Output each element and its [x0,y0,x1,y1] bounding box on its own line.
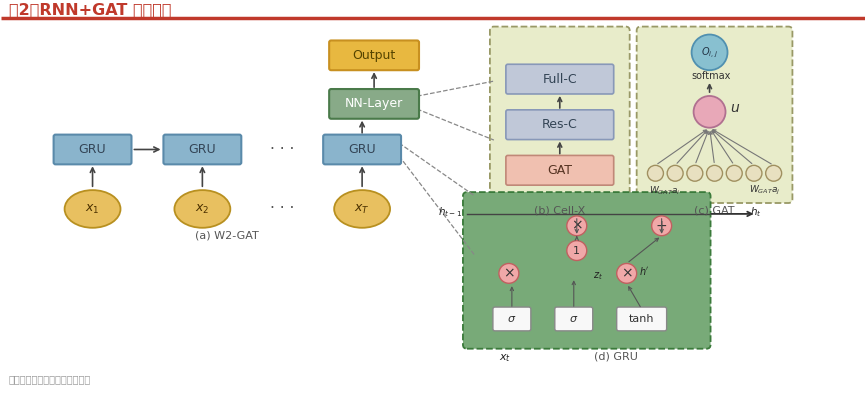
Text: $\sigma$: $\sigma$ [507,314,516,324]
Circle shape [617,263,637,283]
Text: NN-Layer: NN-Layer [345,97,404,110]
Circle shape [692,35,727,70]
Circle shape [648,165,663,181]
Text: (d) GRU: (d) GRU [593,352,637,362]
Text: 1: 1 [573,246,580,255]
FancyBboxPatch shape [323,135,401,164]
FancyBboxPatch shape [490,27,630,203]
Text: $W_{GAT}a_j$: $W_{GAT}a_j$ [749,184,780,197]
FancyBboxPatch shape [506,64,614,94]
Text: $\sigma$: $\sigma$ [569,314,578,324]
Text: $u$: $u$ [729,101,740,115]
Text: tanh: tanh [629,314,655,324]
Text: · · ·: · · · [270,202,294,217]
Text: (c) GAT: (c) GAT [695,206,734,216]
Text: Res-C: Res-C [542,118,578,131]
Text: softmax: softmax [692,71,731,81]
Circle shape [566,241,587,261]
FancyBboxPatch shape [555,307,592,331]
FancyBboxPatch shape [506,110,614,140]
Ellipse shape [334,190,390,228]
Circle shape [727,165,742,181]
Circle shape [651,216,672,236]
Text: Full-C: Full-C [542,73,577,86]
Circle shape [667,165,683,181]
Text: 数据来源：东方证券研究所绘制: 数据来源：东方证券研究所绘制 [9,375,91,384]
Text: $h'$: $h'$ [638,265,650,277]
Text: ×: × [621,266,632,280]
Text: Output: Output [352,49,396,62]
FancyBboxPatch shape [329,40,419,70]
FancyBboxPatch shape [493,307,531,331]
Circle shape [766,165,782,181]
Text: $x_T$: $x_T$ [354,202,370,215]
Text: GRU: GRU [348,143,376,156]
Text: ×: × [571,219,583,233]
FancyBboxPatch shape [617,307,667,331]
Circle shape [746,165,762,181]
Circle shape [499,263,519,283]
Circle shape [687,165,703,181]
Text: $W_{GAT}a_i$: $W_{GAT}a_i$ [649,184,681,196]
Text: $h_{t-1}$: $h_{t-1}$ [437,205,462,219]
Text: · · ·: · · · [270,142,294,157]
Circle shape [707,165,722,181]
FancyBboxPatch shape [506,156,614,185]
Circle shape [694,96,726,128]
Text: +: + [656,219,668,233]
Text: $x_2$: $x_2$ [195,202,210,215]
Text: $z_t$: $z_t$ [592,270,603,282]
Text: GRU: GRU [79,143,107,156]
FancyBboxPatch shape [164,135,242,164]
Text: $O_{i,j}$: $O_{i,j}$ [701,45,718,60]
FancyBboxPatch shape [54,135,132,164]
Text: $x_t$: $x_t$ [499,353,511,364]
FancyBboxPatch shape [637,27,792,203]
Text: GAT: GAT [547,164,572,177]
Text: (b) Cell-X: (b) Cell-X [534,206,585,216]
Text: $h_t$: $h_t$ [750,205,761,219]
Ellipse shape [65,190,120,228]
Text: GRU: GRU [189,143,216,156]
Text: (a) W2-GAT: (a) W2-GAT [196,231,259,241]
Circle shape [566,216,587,236]
Ellipse shape [174,190,230,228]
FancyBboxPatch shape [329,89,419,119]
Text: 图2：RNN+GAT 网络结构: 图2：RNN+GAT 网络结构 [9,2,171,17]
Text: ×: × [503,266,514,280]
Text: $x_1$: $x_1$ [86,202,100,215]
FancyBboxPatch shape [463,192,711,349]
